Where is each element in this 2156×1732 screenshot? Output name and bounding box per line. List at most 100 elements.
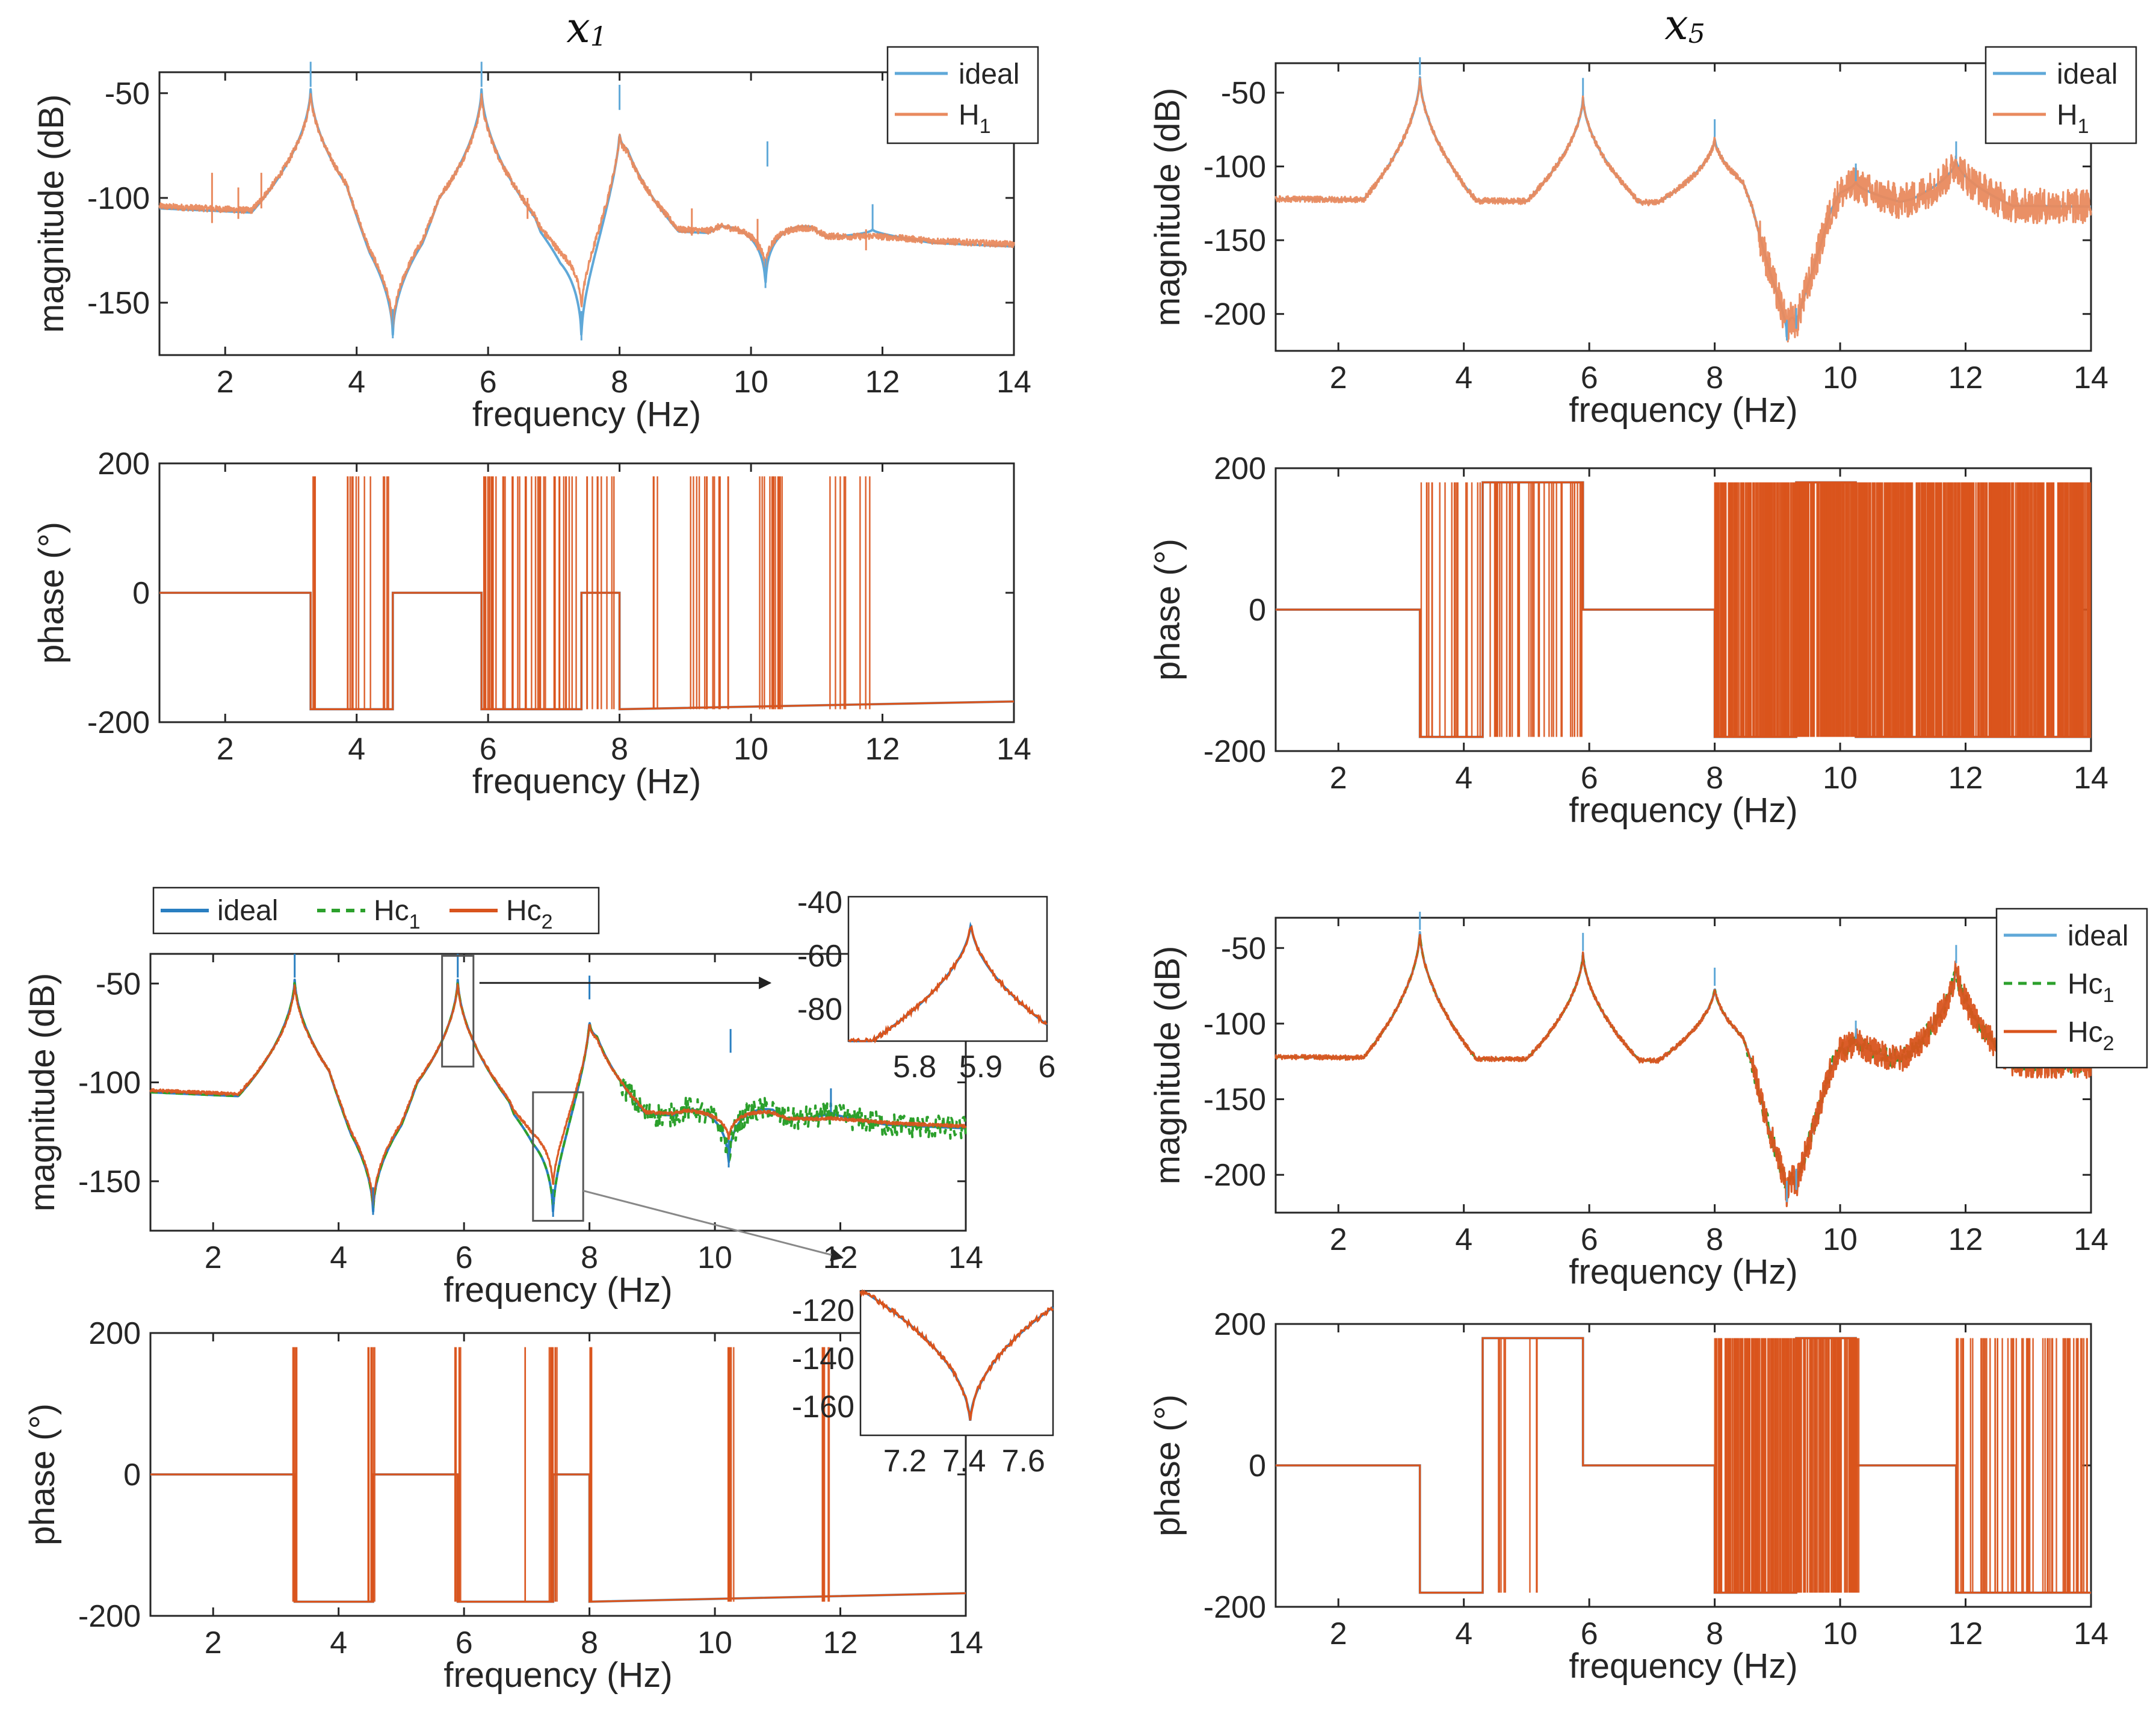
panel-d-ytick-label: 200 xyxy=(88,1316,141,1351)
panel-e-xtick-label: 12 xyxy=(1948,360,1983,395)
panel-h-xtick-label: 10 xyxy=(1823,1616,1858,1651)
panel-e-legend-sub: 1 xyxy=(2078,115,2089,138)
panel-d-wrap-region-8 xyxy=(821,1347,830,1602)
panel-c-xtick-label: 4 xyxy=(330,1240,347,1275)
panel-d-ytick-label: 0 xyxy=(123,1458,141,1492)
panel-h-wrap-region-1 xyxy=(1498,1338,1506,1593)
panel-b-ylabel: phase (°) xyxy=(32,522,71,664)
panel-f-wrap-region-2 xyxy=(1714,482,2092,737)
panel-e-xlabel: frequency (Hz) xyxy=(1569,391,1797,430)
panel-c-ytick-label: -50 xyxy=(96,967,141,1001)
panel-d-series-measured-base xyxy=(150,1473,966,1603)
panel-c-series-measured xyxy=(149,983,967,1208)
panel-c-legend-sub: 2 xyxy=(542,911,553,933)
column-title-sub: 5 xyxy=(1688,19,1705,49)
panel-c-inset-ytick-label: -40 xyxy=(797,885,842,920)
panel-d-xtick-label: 4 xyxy=(330,1625,347,1660)
panel-c-inset-series-hc2 xyxy=(848,925,1048,1044)
panel-b-wrap-region-1 xyxy=(312,476,317,710)
panel-g-axes: 2 4 6 8 10 12 14 -50 -100 -150 -200 frequency (Hz) m… xyxy=(1148,917,2108,1291)
panel-b-xtick-label: 12 xyxy=(865,732,900,767)
panel-h-ylabel: phase (°) xyxy=(1148,1394,1187,1536)
panel-c-ytick-label: -150 xyxy=(78,1164,141,1199)
panel-c-inset-1-box xyxy=(847,895,1048,1042)
panel-g-xlabel: frequency (Hz) xyxy=(1569,1252,1797,1291)
panel-g-xtick-label: 4 xyxy=(1455,1222,1472,1257)
panel-d-xtick-label: 14 xyxy=(948,1625,983,1660)
panel-a-axes: 2 4 6 8 10 12 14 -50 -100 -150 frequency (Hz) magni… xyxy=(32,71,1031,434)
panel-c-inset-ytick-label: -120 xyxy=(792,1293,854,1328)
panel-c-zoom-arrow-2 xyxy=(582,1190,844,1261)
panel-c-legend-box xyxy=(152,886,600,935)
panel-b-xtick-label: 6 xyxy=(480,732,497,767)
panel-c-inset-xtick-label: 7.6 xyxy=(1002,1444,1045,1479)
panel-d-xtick-label: 10 xyxy=(697,1625,732,1660)
panel-c-inset-xtick-label: 5.8 xyxy=(893,1050,936,1084)
panel-c-inset-xtick-label: 7.2 xyxy=(883,1444,927,1479)
panel-b-wrap-region-3 xyxy=(483,476,577,710)
panel-c-legend-label: ideal xyxy=(217,895,278,927)
panel-e-xtick-label: 4 xyxy=(1455,360,1472,395)
panel-e-axes: 2 4 6 8 10 12 14 -50 -100 -150 -200 frequency (Hz) m… xyxy=(1148,62,2108,430)
panel-e-legend-label: ideal xyxy=(2057,58,2117,90)
panel-e-xtick-label: 10 xyxy=(1823,360,1858,395)
panel-f-ytick-label: 0 xyxy=(1249,593,1266,628)
panel-h-ytick-label: 0 xyxy=(1249,1449,1266,1483)
panel-h-xtick-label: 6 xyxy=(1581,1616,1598,1651)
panel-h-xtick-label: 4 xyxy=(1455,1616,1472,1651)
panel-f-xtick-label: 6 xyxy=(1581,761,1598,796)
panel-f-xtick-label: 14 xyxy=(2074,761,2108,796)
panel-c-inset-ytick-label: -60 xyxy=(797,939,842,974)
panel-c-inset-2-box xyxy=(859,1290,1054,1437)
panel-e-legend-box xyxy=(1985,46,2137,144)
panel-a-xlabel: frequency (Hz) xyxy=(472,395,701,434)
panel-g-legend-sub: 2 xyxy=(2103,1032,2114,1055)
panel-g-ytick-label: -200 xyxy=(1203,1158,1266,1193)
panel-h-xtick-label: 12 xyxy=(1948,1616,1983,1651)
panel-c-inset-ytick-label: -160 xyxy=(792,1390,854,1424)
panel-f-xlabel: frequency (Hz) xyxy=(1569,791,1797,830)
panel-c-xtick-label: 6 xyxy=(456,1240,473,1275)
panel-g-series-measured xyxy=(1274,933,2092,1207)
panel-a-xtick-label: 10 xyxy=(734,365,768,400)
panel-e-xtick-label: 2 xyxy=(1330,360,1347,395)
panel-b-xlabel: frequency (Hz) xyxy=(472,762,701,801)
panel-a-xtick-label: 14 xyxy=(996,365,1031,400)
panel-h-xtick-label: 2 xyxy=(1330,1616,1347,1651)
column-title-2: x5 xyxy=(1664,0,1705,49)
panel-d-xtick-label: 2 xyxy=(205,1625,222,1660)
panel-h-ytick-label: 200 xyxy=(1214,1307,1266,1342)
panel-d-xtick-label: 6 xyxy=(456,1625,473,1660)
panel-a-ytick-label: -100 xyxy=(87,181,150,216)
panel-c-inset-ytick-label: -140 xyxy=(792,1341,854,1376)
panel-e-ytick-label: -150 xyxy=(1203,223,1266,258)
panel-h-wrap-region-2 xyxy=(1529,1338,1538,1593)
panel-g-xtick-label: 8 xyxy=(1706,1222,1723,1257)
panel-b-xtick-label: 10 xyxy=(734,732,768,767)
panel-c-inset-2: 7.2 7.4 7.6 -120 -140 -160 xyxy=(792,1288,1054,1479)
panel-a-xtick-label: 6 xyxy=(480,365,497,400)
panel-g-ytick-label: -100 xyxy=(1203,1007,1266,1042)
panel-c-zoom-box-2 xyxy=(532,1091,584,1222)
panel-f-wrap-region-1 xyxy=(1420,482,1583,737)
panel-b-ytick-label: 0 xyxy=(132,576,150,611)
panel-c-legend: ideal Hc1 Hc2 xyxy=(152,886,600,935)
panel-d-wrap-region-7 xyxy=(727,1347,735,1602)
panel-a-ytick-label: -50 xyxy=(105,76,150,111)
panel-a-series-measured xyxy=(158,93,1015,329)
panel-h-xtick-label: 14 xyxy=(2074,1616,2108,1651)
panel-c-inset-1: 5.8 5.9 6 -40 -60 -80 xyxy=(797,885,1056,1084)
panel-e-ytick-label: -50 xyxy=(1221,76,1266,111)
panel-b-wrap-region-5 xyxy=(652,476,658,710)
panel-f-ylabel: phase (°) xyxy=(1148,539,1187,681)
panel-b-xtick-label: 2 xyxy=(217,732,234,767)
panel-a-ytick-label: -150 xyxy=(87,286,150,321)
panel-g-legend-sub: 1 xyxy=(2103,984,2114,1007)
panel-d-wrap-region-2 xyxy=(367,1347,375,1602)
panel-c-ytick-label: -100 xyxy=(78,1066,141,1101)
panel-f-ytick-label: 200 xyxy=(1214,451,1266,486)
panel-c-inset-xtick-label: 7.4 xyxy=(942,1444,986,1479)
